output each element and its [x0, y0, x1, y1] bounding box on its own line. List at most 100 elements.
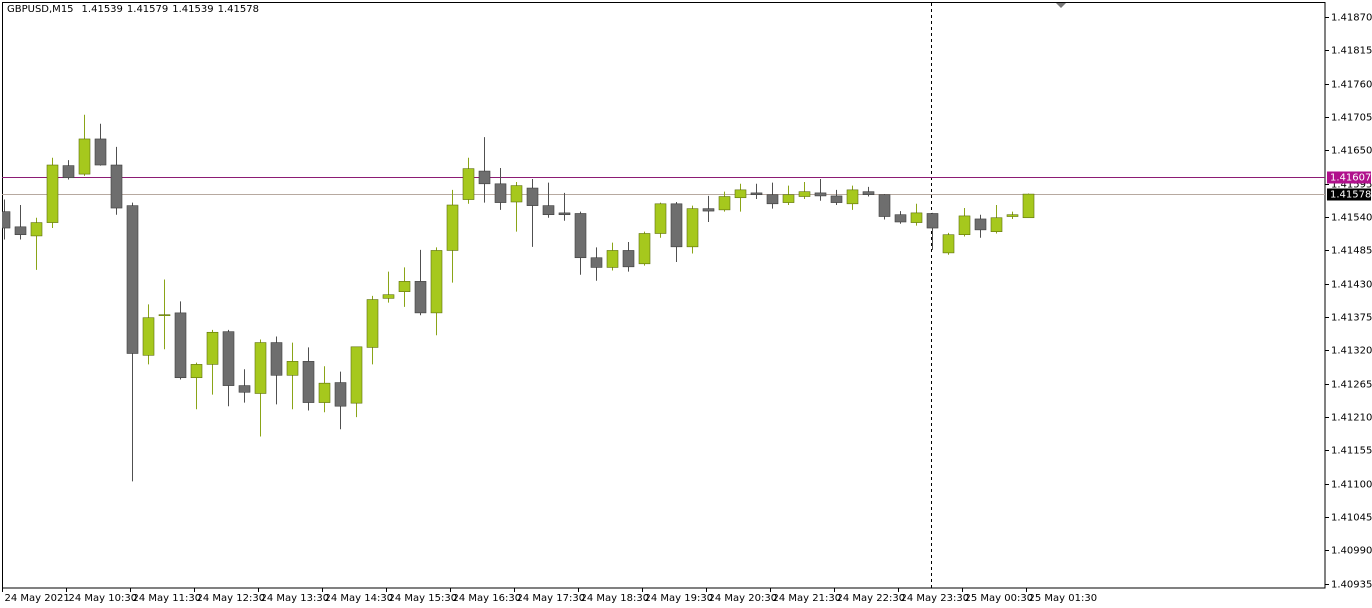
- candle-body: [766, 194, 779, 205]
- candle-body: [62, 165, 75, 179]
- y-tick-label: 1.41650: [1331, 146, 1372, 157]
- candle-body: [174, 312, 187, 379]
- candle-body: [142, 317, 155, 356]
- quote-low: 1.41539: [172, 4, 214, 15]
- quote-close: 1.41578: [217, 4, 259, 15]
- candle-body: [222, 331, 235, 386]
- candle-body: [750, 192, 763, 196]
- x-tick-label: 24 May 14:30: [325, 593, 394, 604]
- candle-body: [270, 342, 283, 376]
- candle-body: [238, 385, 251, 393]
- quote-open: 1.41539: [81, 4, 123, 15]
- candle-body: [542, 205, 555, 216]
- candle-body: [974, 218, 987, 231]
- candle-body: [894, 214, 907, 223]
- candle-body: [78, 138, 91, 175]
- price-level-badge: [1327, 171, 1371, 184]
- candle-body: [94, 138, 107, 166]
- y-tick-label: 1.41705: [1331, 113, 1372, 124]
- candle-body: [302, 361, 315, 403]
- candle-body: [990, 217, 1003, 232]
- candle-body: [958, 215, 971, 236]
- x-tick-label: 24 May 12:30: [197, 593, 266, 604]
- x-tick-label: 24 May 17:30: [517, 593, 586, 604]
- candle-body: [334, 382, 347, 407]
- candle-body: [702, 208, 715, 212]
- y-tick-label: 1.41320: [1331, 346, 1372, 357]
- x-tick-label: 24 May 21:30: [773, 593, 842, 604]
- candle-body: [350, 346, 363, 404]
- candle-body: [1006, 214, 1019, 217]
- candle-body: [830, 195, 843, 203]
- candle-body: [382, 294, 395, 299]
- candle-body: [670, 203, 683, 248]
- candle-body: [446, 204, 459, 251]
- candle-body: [654, 203, 667, 234]
- candle-body: [718, 196, 731, 211]
- x-tick-label: 24 May 22:30: [837, 593, 906, 604]
- candle-body: [942, 234, 955, 254]
- y-tick-label: 1.41595: [1331, 180, 1372, 191]
- candle-body: [782, 194, 795, 203]
- candle-body: [286, 361, 299, 376]
- candle-body: [110, 164, 123, 209]
- y-tick-label: 1.41375: [1331, 313, 1372, 324]
- x-tick-label: 25 May 00:30: [965, 593, 1034, 604]
- y-tick-label: 1.40990: [1331, 546, 1372, 557]
- candle-body: [910, 212, 923, 223]
- candle-body: [558, 212, 571, 216]
- candle-body: [14, 226, 27, 236]
- price-level-label: 1.41607: [1330, 173, 1371, 184]
- plot-frame: [2, 2, 1326, 589]
- candle-body: [206, 331, 219, 365]
- candle-body: [478, 170, 491, 185]
- candle-body: [494, 183, 507, 203]
- x-tick-label: 24 May 11:30: [133, 593, 202, 604]
- x-tick-label: 24 May 19:30: [645, 593, 714, 604]
- x-tick-label: 24 May 16:30: [453, 593, 522, 604]
- x-tick-label: 24 May 10:30: [69, 593, 138, 604]
- candle-body: [318, 382, 331, 403]
- chart-header: GBPUSD,M15 1.41539 1.41579 1.41539 1.41578: [7, 4, 263, 15]
- y-tick-label: 1.41485: [1331, 246, 1372, 257]
- y-tick-label: 1.41870: [1331, 13, 1372, 24]
- candle-body: [366, 299, 379, 348]
- shift-marker: [1056, 3, 1066, 8]
- x-tick-label: 24 May 20:30: [709, 593, 778, 604]
- candle-body: [622, 250, 635, 268]
- y-tick-label: 1.41045: [1331, 513, 1372, 524]
- candle-body: [510, 185, 523, 203]
- candle-body: [878, 194, 891, 217]
- y-tick-label: 1.40935: [1331, 580, 1372, 591]
- candle-body: [46, 164, 59, 223]
- x-tick-label: 24 May 15:30: [389, 593, 458, 604]
- candle-body: [414, 281, 427, 314]
- candle-body: [526, 187, 539, 206]
- y-tick-label: 1.41760: [1331, 80, 1372, 91]
- y-tick-label: 1.41540: [1331, 213, 1372, 224]
- quote-high: 1.41579: [126, 4, 169, 15]
- candle-body: [926, 213, 939, 229]
- candle-body: [814, 192, 827, 197]
- x-tick-label: 24 May 2021: [5, 593, 70, 604]
- x-tick-label: 25 May 01:30: [1029, 593, 1098, 604]
- candle-body: [190, 364, 203, 379]
- candle-body: [798, 191, 811, 197]
- price-level-label: 1.41578: [1330, 190, 1371, 201]
- candle-body: [590, 257, 603, 268]
- candle-body: [158, 314, 171, 316]
- candle-body: [606, 250, 619, 268]
- candle-body: [254, 342, 267, 394]
- x-tick-label: 24 May 23:30: [901, 593, 970, 604]
- y-tick-label: 1.41815: [1331, 46, 1372, 57]
- candle-body: [574, 213, 587, 259]
- y-tick-label: 1.41430: [1331, 280, 1372, 291]
- candle-body: [398, 281, 411, 292]
- candle-body: [686, 208, 699, 248]
- candle-body: [2, 211, 11, 229]
- candle-body: [30, 222, 43, 237]
- symbol: GBPUSD,M15: [7, 4, 74, 15]
- plot-area: [2, 114, 1325, 482]
